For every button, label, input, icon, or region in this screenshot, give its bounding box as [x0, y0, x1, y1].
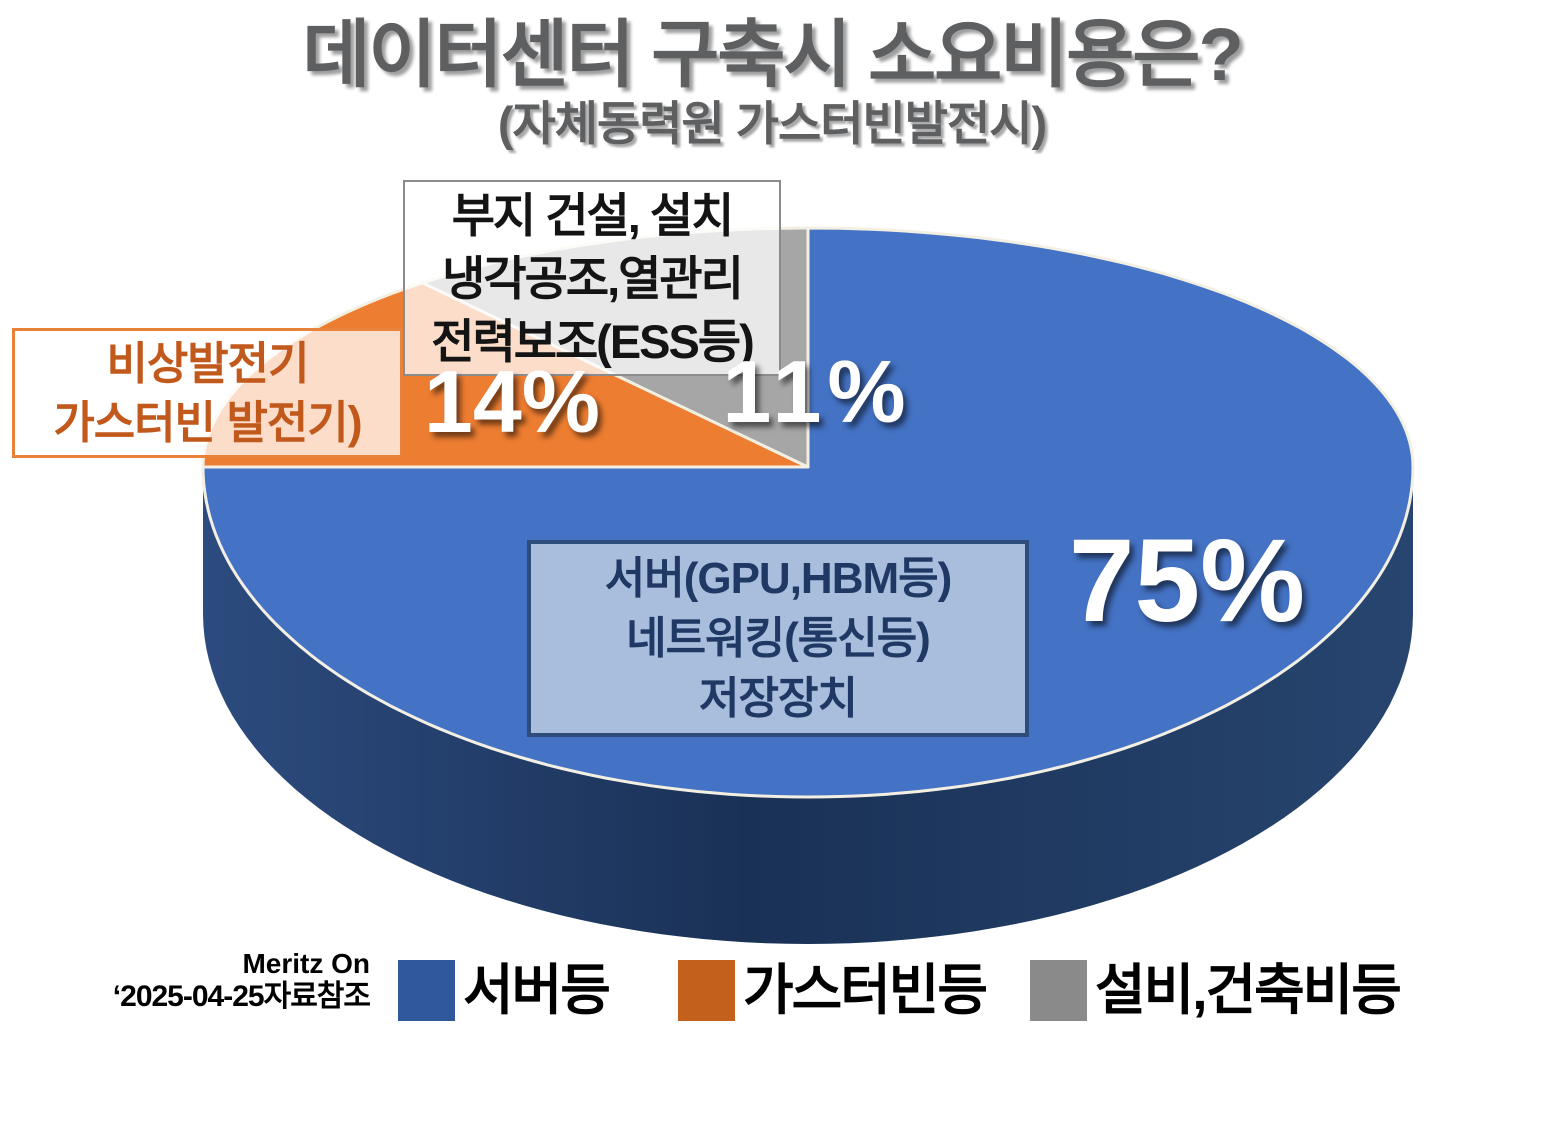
- legend-swatch-construction: [1030, 960, 1087, 1021]
- callout-line: 냉각공조,열관리: [442, 251, 744, 305]
- legend-label-servers: 서버등: [463, 959, 611, 1021]
- chart-subtitle: (자체동력원 가스터빈발전시): [497, 97, 1047, 151]
- callout-line: 전력보조(ESS등): [431, 314, 755, 368]
- source-line-1: Meritz On: [242, 948, 370, 979]
- pie-slice-servers: [201, 226, 1415, 799]
- legend-swatch-servers: [398, 960, 455, 1021]
- legend-item-servers: 서버등: [398, 959, 611, 1021]
- callout-line: 부지 건설, 설치: [451, 188, 735, 242]
- value-label-construction: 11%: [722, 342, 912, 441]
- callout-construction: 부지 건설, 설치 냉각공조,열관리 전력보조(ESS등): [403, 180, 781, 376]
- source-note: Meritz On ‘2025-04-25자료참조: [40, 948, 371, 1014]
- callout-line: 가스터빈 발전기): [53, 397, 362, 448]
- source-line-2: ‘2025-04-25자료참조: [112, 980, 371, 1013]
- value-label-gas-turbine: 14%: [423, 352, 601, 451]
- callout-servers: 서버(GPU,HBM등) 네트워킹(통신등) 저장장치: [527, 540, 1029, 737]
- callout-line: 비상발전기: [106, 338, 309, 389]
- legend-label-construction: 설비,건축비등: [1095, 959, 1402, 1021]
- legend-item-gas-turbine: 가스터빈등: [678, 959, 988, 1021]
- callout-gas-turbine: 비상발전기 가스터빈 발전기): [12, 328, 403, 458]
- title-block: 데이터센터 구축시 소요비용은? (자체동력원 가스터빈발전시): [0, 14, 1544, 151]
- legend-item-construction: 설비,건축비등: [1030, 959, 1402, 1021]
- legend-swatch-gas-turbine: [678, 960, 735, 1021]
- pie-side-extrusion: [203, 467, 1413, 944]
- legend-label-gas-turbine: 가스터빈등: [743, 959, 988, 1021]
- callout-line: 저장장치: [699, 673, 858, 723]
- chart-title: 데이터센터 구축시 소요비용은?: [302, 13, 1243, 96]
- value-label-servers: 75%: [1068, 515, 1306, 647]
- callout-line: 서버(GPU,HBM등): [604, 553, 953, 603]
- callout-line: 네트워킹(통신등): [626, 613, 931, 663]
